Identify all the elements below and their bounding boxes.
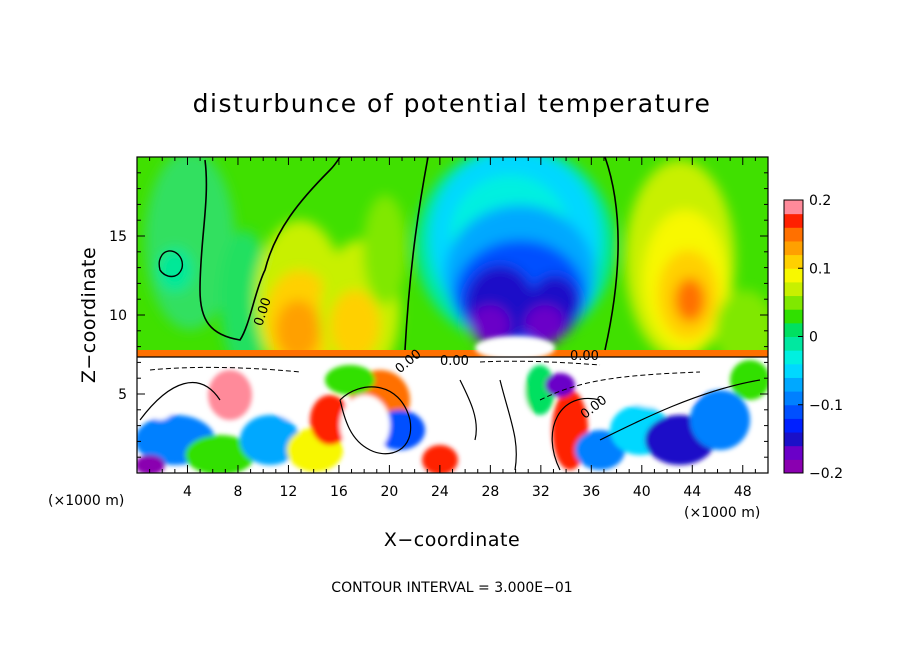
y-axis: 5 10 15 <box>109 172 768 458</box>
chart-title: disturbunce of potential temperature <box>193 89 712 118</box>
colorbar-swatch <box>784 295 803 310</box>
x-tick-label: 28 <box>481 484 499 500</box>
contour-interval-note: CONTOUR INTERVAL = 3.000E−01 <box>331 580 572 596</box>
x-tick-label: 32 <box>532 484 550 500</box>
colorbar-tick-label: −0.1 <box>809 398 843 414</box>
x-tick-label: 36 <box>582 484 600 500</box>
colorbar-swatch <box>784 240 803 256</box>
x-tick-label: 24 <box>431 484 449 500</box>
colorbar-swatch <box>784 200 803 215</box>
x-axis: 4 8 12 16 20 24 28 32 36 40 44 48 <box>149 157 756 500</box>
colorbar-swatch <box>784 418 803 433</box>
colorbar-swatch <box>784 363 803 378</box>
colorbar-swatch <box>784 254 803 269</box>
colorbar-tick-label: 0.1 <box>809 261 831 277</box>
x-tick-label: 16 <box>330 484 348 500</box>
heatmap-field <box>137 157 768 473</box>
colorbar: 0.2 0.1 0 −0.1 −0.2 <box>783 193 843 482</box>
colorbar-tick-label: 0 <box>809 330 818 346</box>
colorbar-tick-label: −0.2 <box>809 466 843 482</box>
y-axis-label: Z−coordinate <box>78 247 100 383</box>
x-tick-label: 8 <box>233 484 242 500</box>
x-tick-label: 4 <box>183 484 192 500</box>
contour-label: 0.00 <box>570 349 599 364</box>
contour-label: 0.00 <box>440 354 469 369</box>
colorbar-swatch <box>784 445 803 460</box>
x-axis-label: X−coordinate <box>384 529 520 551</box>
y-tick-label: 5 <box>118 387 127 403</box>
y-tick-label: 15 <box>109 229 127 245</box>
colorbar-swatch <box>784 322 803 337</box>
colorbar-swatch <box>784 336 803 351</box>
x-tick-label: 48 <box>734 484 752 500</box>
x-axis-unit-left: (×1000 m) <box>48 493 124 509</box>
colorbar-swatch <box>784 268 803 283</box>
x-tick-label: 44 <box>683 484 701 500</box>
colorbar-swatch <box>784 227 803 242</box>
colorbar-swatch <box>784 432 803 447</box>
x-axis-unit-right: (×1000 m) <box>684 505 760 521</box>
y-tick-label: 10 <box>109 308 127 324</box>
x-tick-label: 20 <box>380 484 398 500</box>
colorbar-swatch <box>784 350 803 365</box>
x-tick-label: 40 <box>633 484 651 500</box>
colorbar-swatch <box>784 281 803 297</box>
x-tick-label: 12 <box>280 484 298 500</box>
colorbar-swatch <box>784 309 803 324</box>
colorbar-swatch <box>784 459 803 474</box>
colorbar-swatch <box>784 391 803 406</box>
colorbar-swatch <box>784 404 803 419</box>
colorbar-swatch <box>784 213 803 228</box>
colorbar-tick-label: 0.2 <box>809 193 831 209</box>
colorbar-swatch <box>784 377 803 392</box>
